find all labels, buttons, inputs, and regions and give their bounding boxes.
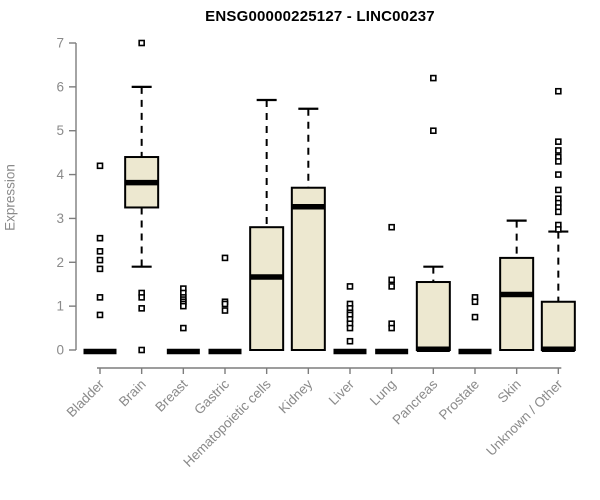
outlier-point <box>138 294 145 301</box>
outlier-point <box>180 324 187 332</box>
x-tick-label: Breast <box>152 376 190 414</box>
x-tick-label: Lung <box>367 377 399 409</box>
outlier-point <box>96 311 104 319</box>
outlier-point <box>221 300 229 308</box>
y-tick-label: 7 <box>56 36 64 51</box>
outlier-point <box>471 313 479 321</box>
outlier-point <box>138 39 145 47</box>
box-unknown-other <box>540 300 576 351</box>
box-kidney <box>290 186 326 351</box>
outlier-point <box>471 298 479 306</box>
outlier-point <box>555 147 562 154</box>
x-tick-label: Prostate <box>436 377 482 423</box>
outlier-point <box>430 74 437 82</box>
outlier-point <box>346 283 354 290</box>
outlier-point <box>96 294 104 301</box>
x-tick-label: Liver <box>326 376 358 408</box>
outlier-point <box>555 208 562 216</box>
outlier-point <box>388 283 395 290</box>
chart-title: ENSG00000225127 - LINC00237 <box>205 8 435 25</box>
y-tick-label: 4 <box>56 167 64 182</box>
outlier-point <box>555 158 562 165</box>
outlier-point <box>96 248 104 255</box>
outlier-point <box>180 302 187 310</box>
outlier-point <box>388 276 395 284</box>
x-tick-label: Kidney <box>276 376 316 416</box>
x-tick-label: Gastric <box>191 376 232 417</box>
outlier-point <box>138 305 145 312</box>
outlier-point <box>96 162 104 170</box>
outlier-point <box>221 307 229 314</box>
outlier-point <box>555 171 562 178</box>
box-skin <box>499 256 535 351</box>
box-hematopoietic-cells <box>249 226 285 351</box>
x-tick-label: Unknown / Other <box>483 376 566 459</box>
x-tick-label: Brain <box>116 377 149 410</box>
outlier-point <box>138 346 145 354</box>
box-pancreas <box>415 281 451 351</box>
x-tick-label: Bladder <box>64 376 108 420</box>
y-tick-label: 2 <box>56 255 64 270</box>
outlier-point <box>346 337 354 345</box>
outlier-point <box>555 186 562 194</box>
outlier-point <box>555 138 562 145</box>
y-tick-label: 0 <box>56 343 64 358</box>
y-tick-label: 6 <box>56 79 64 94</box>
outlier-point <box>555 226 562 233</box>
x-tick-label: Skin <box>495 377 524 406</box>
outlier-point <box>555 87 562 95</box>
y-tick-label: 3 <box>56 211 64 226</box>
y-tick-label: 5 <box>56 123 64 138</box>
outlier-point <box>221 254 229 262</box>
outlier-point <box>96 265 104 273</box>
outlier-point <box>430 127 437 135</box>
y-tick-label: 1 <box>56 299 64 314</box>
outlier-point <box>96 234 104 242</box>
outlier-point <box>96 256 104 264</box>
outlier-point <box>388 223 395 231</box>
x-tick-label: Pancreas <box>390 376 441 427</box>
outlier-point <box>346 324 354 332</box>
outlier-point <box>388 324 395 332</box>
